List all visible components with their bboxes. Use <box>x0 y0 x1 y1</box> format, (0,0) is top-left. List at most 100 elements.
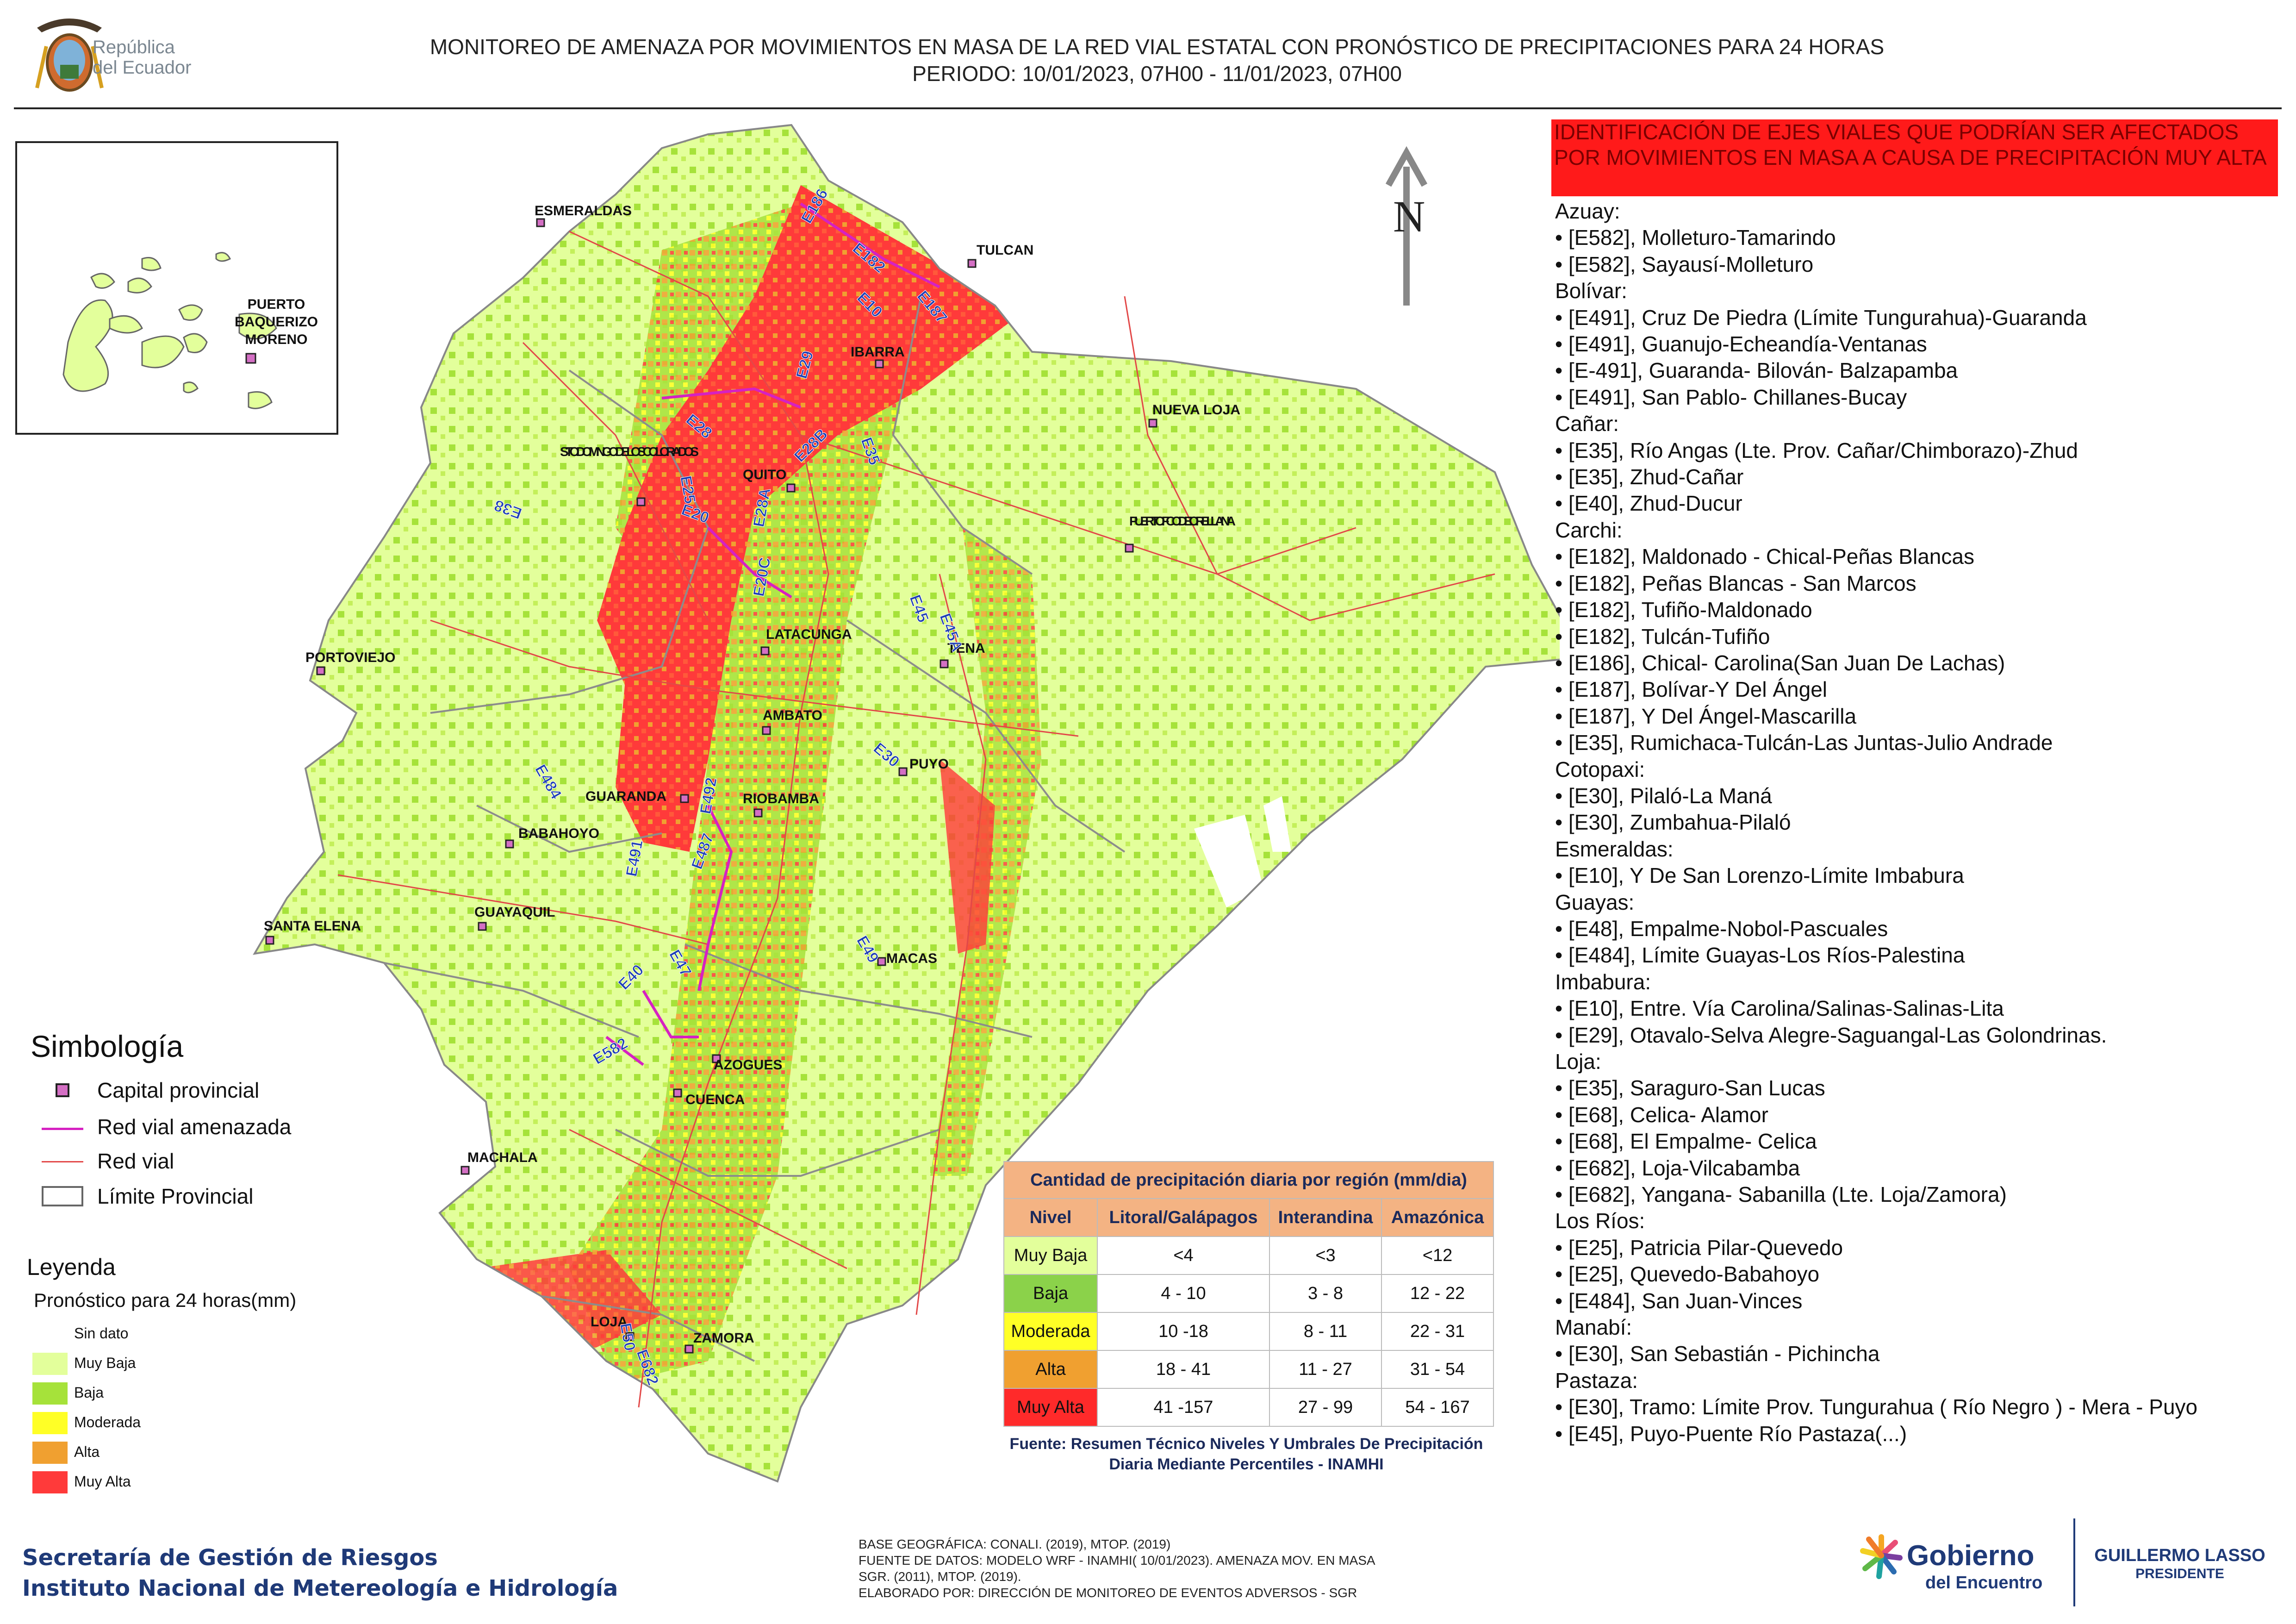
legend-swatch <box>32 1442 68 1464</box>
city-label: TULCAN <box>977 243 1033 258</box>
inset-city-label: PUERTO BAQUERIZO MORENO <box>235 297 318 347</box>
city-label: ZAMORA <box>693 1330 754 1346</box>
value-cell: 27 - 99 <box>1269 1388 1382 1427</box>
road-item: • [E30], Zumbahua-Pilaló <box>1555 810 1791 835</box>
capital-marker-icon <box>762 726 771 735</box>
province-heading: Guayas: <box>1555 890 1635 914</box>
credit-line: BASE GEOGRÁFICA: CONALI. (2019), MTOP. (… <box>859 1537 1171 1551</box>
threatened-road-icon <box>42 1128 83 1130</box>
capital-marker-icon <box>684 1344 694 1354</box>
capital-marker-icon <box>877 957 886 966</box>
legend-swatch <box>32 1412 68 1434</box>
table-source: Fuente: Resumen Técnico Niveles Y Umbral… <box>1009 1435 1483 1473</box>
org-inamhi: Instituto Nacional de Metereología e Hid… <box>22 1575 618 1601</box>
capital-marker-icon <box>245 353 256 364</box>
map-title-line-1: MONITOREO DE AMENAZA POR MOVIMIENTOS EN … <box>429 35 1885 59</box>
leyenda-title: Leyenda <box>27 1254 116 1280</box>
city-label: ESMERALDAS <box>535 203 632 219</box>
capital-marker-icon <box>536 218 545 227</box>
president-block: GUILLERMO LASSO PRESIDENTE <box>2087 1546 2272 1583</box>
legend-label: Sin dato <box>74 1325 129 1342</box>
legend-label: Moderada <box>74 1414 141 1430</box>
gobierno-logo: Gobierno del Encuentro <box>1856 1514 2097 1606</box>
president-name: GUILLERMO LASSO <box>2094 1546 2265 1565</box>
city-label: AZOGUES <box>714 1057 782 1073</box>
legend-label: Baja <box>74 1384 104 1401</box>
table-header: Nivel <box>1003 1198 1098 1237</box>
road-item: • [E484], Límite Guayas-Los Ríos-Palesti… <box>1555 943 1965 968</box>
city-label: TENA <box>947 641 985 656</box>
capital-marker-icon <box>753 808 763 818</box>
road-item: • [E682], Yangana- Sabanilla (Lte. Loja/… <box>1555 1182 2007 1207</box>
capital-marker-icon <box>940 659 949 668</box>
country-boundary <box>253 124 1560 1483</box>
map-title-line-2: PERIODO: 10/01/2023, 07H00 - 11/01/2023,… <box>912 62 1402 86</box>
capital-marker-icon <box>673 1088 682 1098</box>
province-heading: Esmeraldas: <box>1555 837 1674 861</box>
alert-box <box>1551 119 2278 196</box>
president-title: PRESIDENTE <box>2135 1566 2224 1581</box>
simbologia-label: Límite Provincial <box>97 1184 254 1208</box>
city-label: GUARANDA <box>585 789 666 804</box>
road-item: • [E484], San Juan-Vinces <box>1555 1288 1803 1313</box>
road-item: • [E40], Zhud-Ducur <box>1555 491 1742 516</box>
province-heading: Cañar: <box>1555 412 1619 436</box>
city-label: AMBATO <box>763 708 822 723</box>
capital-marker-icon <box>478 922 487 931</box>
city-label: SANTA ELENA <box>264 918 361 934</box>
value-cell: 18 - 41 <box>1097 1350 1270 1389</box>
level-cell: Muy Alta <box>1003 1388 1098 1427</box>
capital-marker-icon <box>265 936 274 945</box>
province-heading: Cotopaxi: <box>1555 757 1645 781</box>
province-heading: Loja: <box>1555 1049 1601 1074</box>
capital-marker-icon <box>898 767 908 776</box>
value-cell: <4 <box>1097 1236 1270 1275</box>
city-label: PUYO <box>909 756 949 772</box>
road-item: • [E35], Saraguro-San Lucas <box>1555 1076 1825 1100</box>
header-divider <box>14 107 2282 109</box>
legend-swatch <box>32 1471 68 1493</box>
simbologia-label: Capital provincial <box>97 1078 260 1102</box>
legend-label: Alta <box>74 1443 100 1460</box>
capital-marker-icon <box>1125 543 1134 553</box>
table-header: Amazónica <box>1381 1198 1494 1237</box>
road-network <box>337 231 1495 1408</box>
capital-marker-icon <box>712 1054 721 1063</box>
credit-line: SGR. (2011), MTOP. (2019). <box>859 1569 1021 1584</box>
table-row: Moderada 10 -18 8 - 11 22 - 31 <box>1003 1312 1494 1351</box>
road-item: • [E68], El Empalme- Celica <box>1555 1129 1817 1154</box>
capital-marker-icon <box>1148 418 1157 428</box>
table-row: Muy Alta 41 -157 27 - 99 54 - 167 <box>1003 1388 1494 1427</box>
province-heading: Bolívar: <box>1555 279 1627 303</box>
road-item: • [E491], San Pablo- Chillanes-Bucay <box>1555 385 1907 409</box>
value-cell: 8 - 11 <box>1269 1312 1382 1351</box>
table-caption: Cantidad de precipitación diaria por reg… <box>1003 1161 1494 1199</box>
affected-roads-list: Azuay: • [E582], Molleturo-Tamarindo • [E5… <box>1555 198 2286 1447</box>
simbologia-label: Red vial <box>97 1149 174 1173</box>
road-item: • [E30], San Sebastián - Pichincha <box>1555 1342 1880 1366</box>
gobierno-text: Gobierno <box>1907 1540 2035 1572</box>
road-item: • [E30], Pilaló-La Maná <box>1555 783 1772 808</box>
provincial-limit-icon <box>42 1186 83 1206</box>
city-label: STO. DOMINGO DE LOS COLORADOS <box>560 444 699 459</box>
road-item: • [E35], Rumichaca-Tulcán-Las Juntas-Jul… <box>1555 731 2053 755</box>
road-item: • [E30], Tramo: Límite Prov. Tungurahua … <box>1555 1395 2198 1419</box>
north-arrow-icon <box>1385 146 1428 306</box>
road-item: • [E182], Maldonado - Chical-Peñas Blanc… <box>1555 544 1974 569</box>
city-label: MACHALA <box>467 1150 538 1165</box>
value-cell: <12 <box>1381 1236 1494 1275</box>
galapagos-inset: PUERTO BAQUERIZO MORENO <box>15 141 338 435</box>
value-cell: 54 - 167 <box>1381 1388 1494 1427</box>
coat-of-arms-icon <box>35 19 104 92</box>
city-label: RIOBAMBA <box>743 791 819 806</box>
road-item: • [E29], Otavalo-Selva Alegre-Saguangal-… <box>1555 1023 2107 1047</box>
value-cell: 22 - 31 <box>1381 1312 1494 1351</box>
province-heading: Pastaza: <box>1555 1368 1638 1393</box>
table-row: Baja 4 - 10 3 - 8 12 - 22 <box>1003 1274 1494 1313</box>
legend-swatch <box>32 1323 68 1345</box>
leyenda-subtitle: Pronóstico para 24 horas(mm) <box>34 1289 297 1311</box>
table-row: Alta 18 - 41 11 - 27 31 - 54 <box>1003 1350 1494 1389</box>
capital-markers <box>265 218 1157 1354</box>
province-heading: Los Ríos: <box>1555 1209 1645 1233</box>
capital-marker-icon <box>786 483 796 493</box>
